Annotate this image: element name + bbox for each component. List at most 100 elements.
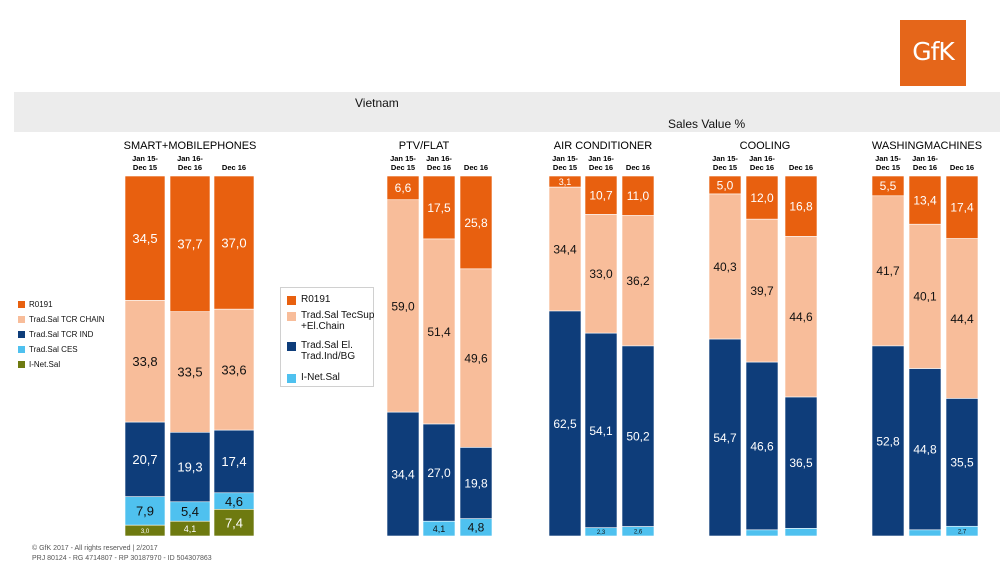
bar-segment bbox=[213, 509, 255, 537]
bar-value-label: 11,0 bbox=[627, 189, 650, 203]
period-label: Jan 15-Dec 15 bbox=[390, 154, 416, 172]
bar-value-label: 51,4 bbox=[427, 325, 451, 339]
legend-swatch bbox=[287, 296, 296, 305]
bar-value-label: 19,8 bbox=[464, 476, 488, 490]
period-label: Jan 15-Dec 15 bbox=[712, 154, 738, 172]
bar-value-label: 17,4 bbox=[221, 454, 246, 469]
bar-value-label: 2,6 bbox=[634, 529, 643, 535]
legend-label: R0191 bbox=[29, 300, 53, 309]
bar-segment bbox=[745, 175, 779, 220]
legend-swatch bbox=[18, 361, 25, 368]
bar-value-label: 20,7 bbox=[132, 452, 157, 467]
legend-appliances: R0191 Trad.Sal TecSup +El.Chain Trad.Sal E… bbox=[280, 287, 374, 387]
legend-swatch bbox=[18, 316, 25, 323]
period-label: Dec 16 bbox=[789, 163, 813, 172]
bar-segment bbox=[459, 447, 493, 520]
bar-segment bbox=[124, 421, 166, 498]
bar-value-label: 40,1 bbox=[913, 290, 937, 304]
bar-segment bbox=[169, 520, 211, 537]
legend-label: Trad.Sal TCR CHAIN bbox=[29, 315, 105, 324]
legend-label: Trad.Sal TCR IND bbox=[29, 330, 94, 339]
legend-label: I-Net.Sal bbox=[29, 360, 61, 369]
bar-value-label: 4,1 bbox=[433, 524, 446, 534]
period-label: Dec 16 bbox=[626, 163, 650, 172]
bar-value-label: 44,4 bbox=[950, 312, 974, 326]
bar-segment bbox=[871, 195, 905, 347]
legend-swatch bbox=[287, 312, 296, 321]
bar-value-label: 37,7 bbox=[177, 237, 202, 252]
bar-value-label: 2,3 bbox=[597, 530, 606, 536]
period-label: Jan 16-Dec 16 bbox=[588, 154, 614, 172]
bar-value-label: 7,9 bbox=[136, 504, 154, 519]
bar-segment bbox=[169, 432, 211, 503]
bar-value-label: 33,8 bbox=[132, 354, 157, 369]
bar-value-label: 40,3 bbox=[713, 260, 737, 274]
bar-segment bbox=[213, 429, 255, 494]
bar-segment bbox=[784, 396, 818, 529]
bar-value-label: 13,4 bbox=[913, 193, 937, 207]
bar-value-label: 3,1 bbox=[559, 177, 572, 187]
bar-segment bbox=[871, 345, 905, 537]
bar-segment bbox=[784, 236, 818, 398]
group-title: COOLING bbox=[740, 140, 791, 152]
bar-value-label: 59,0 bbox=[391, 299, 415, 313]
bar-segment bbox=[422, 423, 456, 522]
bar-value-label: 54,7 bbox=[713, 431, 737, 445]
legend-label: R0191 bbox=[301, 294, 331, 305]
legend-swatch bbox=[287, 374, 296, 383]
group-title: SMART+MOBILEPHONES bbox=[124, 140, 257, 152]
bar-segment bbox=[169, 175, 211, 313]
bar-value-label: 33,5 bbox=[177, 365, 202, 380]
bar-segment bbox=[621, 215, 655, 347]
bar-segment bbox=[422, 175, 456, 240]
bar-value-label: 36,5 bbox=[789, 456, 813, 470]
chart-group-1: PTV/FLAT Jan 15-Dec 15 6,6 59,0 34,4 Jan 16-D… bbox=[386, 140, 493, 537]
bar-segment bbox=[745, 529, 779, 537]
bar-value-label: 27,0 bbox=[427, 466, 451, 480]
bar-value-label: 52,8 bbox=[876, 434, 900, 448]
period-label: Dec 16 bbox=[464, 163, 488, 172]
legend-label: Trad.Sal El. Trad.Ind/BG bbox=[301, 340, 356, 362]
bar-value-label: 44,8 bbox=[913, 443, 937, 457]
period-label: Jan 16-Dec 16 bbox=[426, 154, 452, 172]
bar-value-label: 5,0 bbox=[717, 178, 734, 192]
bar-value-label: 4,8 bbox=[468, 521, 485, 535]
bar-value-label: 25,8 bbox=[464, 216, 488, 230]
copyright-text: © GfK 2017 - All rights reserved | 2/201… bbox=[32, 545, 158, 552]
legend-label: I-Net.Sal bbox=[301, 372, 340, 383]
bar-segment bbox=[459, 175, 493, 270]
bar-value-label: 34,4 bbox=[553, 242, 577, 256]
bar-value-label: 10,7 bbox=[589, 189, 613, 203]
period-label: Jan 16-Dec 16 bbox=[912, 154, 938, 172]
bar-segment bbox=[422, 520, 456, 537]
bar-value-label: 6,6 bbox=[395, 181, 412, 195]
bar-value-label: 34,4 bbox=[391, 467, 415, 481]
legend-swatch bbox=[18, 301, 25, 308]
bar-segment bbox=[908, 529, 942, 537]
chart-group-4: WASHINGMACHINES Jan 15-Dec 15 5,5 41,7 52,8 J… bbox=[871, 140, 982, 537]
period-label: Jan 15-Dec 15 bbox=[875, 154, 901, 172]
gfk-logo: GfK bbox=[900, 20, 966, 86]
bar-value-label: 36,2 bbox=[626, 274, 650, 288]
bar-value-label: 46,6 bbox=[750, 439, 774, 453]
bar-segment bbox=[584, 214, 618, 334]
bar-value-label: 34,5 bbox=[132, 231, 157, 246]
group-title: WASHINGMACHINES bbox=[872, 140, 982, 152]
bar-segment bbox=[745, 361, 779, 531]
bar-segment bbox=[459, 268, 493, 448]
bar-segment bbox=[422, 238, 456, 425]
bar-value-label: 5,5 bbox=[880, 179, 897, 193]
bar-segment bbox=[213, 175, 255, 310]
bar-value-label: 49,6 bbox=[464, 351, 488, 365]
legend-label: Trad.Sal CES bbox=[29, 345, 78, 354]
chart-group-0: SMART+MOBILEPHONES Jan 15-Dec 15 34,5 33,8 2… bbox=[124, 140, 257, 537]
group-title: PTV/FLAT bbox=[399, 140, 450, 152]
bar-segment bbox=[584, 332, 618, 529]
bar-segment bbox=[708, 338, 742, 537]
bar-segment bbox=[784, 528, 818, 537]
bar-value-label: 19,3 bbox=[177, 460, 202, 475]
bar-value-label: 37,0 bbox=[221, 235, 246, 250]
legend-swatch bbox=[18, 346, 25, 353]
bar-segment bbox=[459, 518, 493, 537]
